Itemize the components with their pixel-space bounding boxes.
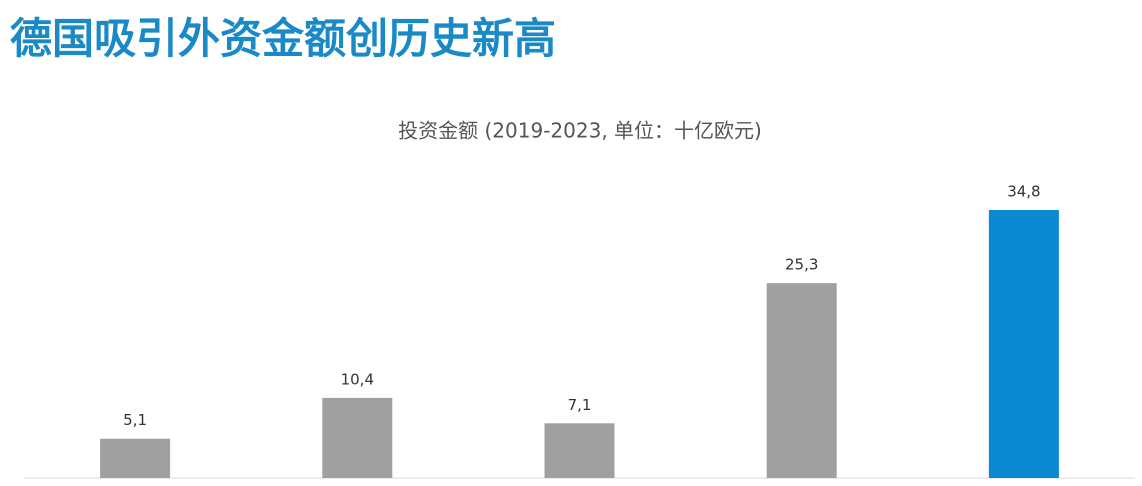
value-label: 25,3 [785, 256, 818, 274]
bar [766, 283, 837, 478]
value-label: 10,4 [341, 370, 374, 388]
value-label: 5,1 [123, 411, 147, 429]
bar [988, 210, 1059, 478]
bar [544, 423, 615, 478]
value-label: 34,8 [1007, 183, 1040, 201]
bar [100, 438, 171, 478]
value-label: 7,1 [568, 396, 592, 414]
bar [322, 397, 393, 478]
chart-title: 德国吸引外资金额创历史新高 [10, 14, 556, 63]
chart-subtitle: 投资金额 (2019-2023, 单位：十亿欧元) [398, 119, 762, 143]
